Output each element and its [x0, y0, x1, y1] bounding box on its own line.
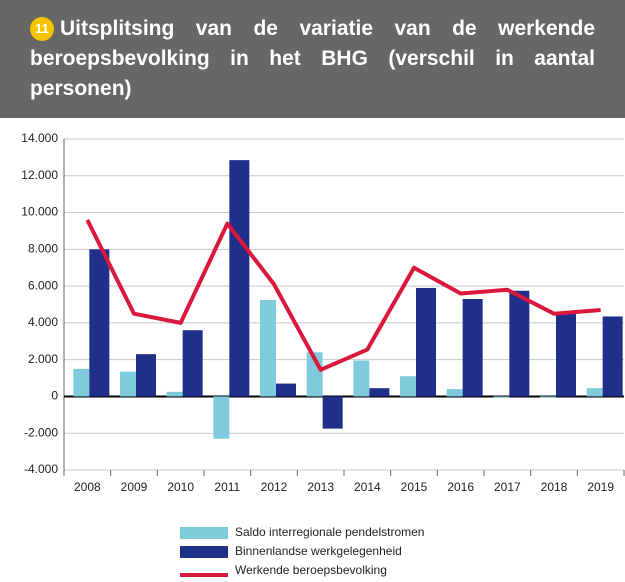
bar — [166, 391, 183, 397]
bar — [229, 160, 250, 397]
y-tick-label: 6.000 — [28, 278, 58, 292]
x-tick-label: 2011 — [214, 480, 240, 494]
bar — [353, 360, 370, 397]
chart-title: Uitsplitsing van de variatie van de werk… — [30, 17, 595, 100]
bar — [540, 396, 556, 398]
bar — [322, 396, 343, 429]
bar — [369, 388, 390, 397]
legend-label: Saldo interregionale pendelstromen — [235, 525, 424, 539]
bar — [89, 249, 110, 397]
y-tick-label: 14.000 — [21, 131, 58, 145]
bar — [462, 298, 483, 397]
legend-swatch — [180, 527, 228, 539]
header: 11 Uitsplitsing van de variatie van de we… — [0, 0, 625, 118]
bar — [73, 368, 90, 397]
x-tick-label: 2016 — [447, 480, 474, 494]
y-tick-label: 0 — [51, 389, 58, 403]
line — [85, 219, 601, 372]
y-tick-label: 12.000 — [21, 168, 58, 182]
bar — [493, 396, 510, 398]
legend-swatch — [180, 546, 228, 558]
y-tick-label: 10.000 — [21, 205, 58, 219]
bar — [446, 389, 463, 397]
y-tick-label: -2.000 — [24, 425, 58, 439]
x-tick-label: 2008 — [74, 480, 101, 494]
x-tick-label: 2012 — [261, 480, 288, 494]
bar — [260, 299, 276, 397]
y-tick-label: 2.000 — [28, 352, 58, 366]
x-tick-label: 2009 — [121, 480, 148, 494]
x-tick-label: 2019 — [587, 480, 614, 494]
y-tick-label: 8.000 — [28, 242, 58, 256]
bar — [556, 313, 576, 397]
x-tick-label: 2013 — [307, 480, 334, 494]
bar — [182, 330, 203, 397]
x-tick-label: 2018 — [541, 480, 568, 494]
bar — [276, 383, 296, 397]
bar — [120, 371, 136, 397]
bar — [509, 290, 530, 397]
bar — [400, 376, 416, 397]
bar — [136, 354, 156, 397]
bar — [586, 388, 603, 397]
y-tick-label: 4.000 — [28, 315, 58, 329]
badge: 11 — [30, 17, 54, 41]
legend-label: Binnenlandse werkgelegenheid — [235, 544, 402, 558]
bar — [602, 316, 623, 397]
x-tick-label: 2014 — [354, 480, 381, 494]
x-tick-label: 2010 — [167, 480, 194, 494]
bar — [416, 287, 436, 397]
legend-label: Werkende beroepsbevolking — [235, 563, 387, 577]
x-tick-label: 2017 — [494, 480, 521, 494]
x-tick-label: 2015 — [401, 480, 428, 494]
bar — [213, 396, 230, 439]
y-tick-label: -4.000 — [24, 462, 58, 476]
